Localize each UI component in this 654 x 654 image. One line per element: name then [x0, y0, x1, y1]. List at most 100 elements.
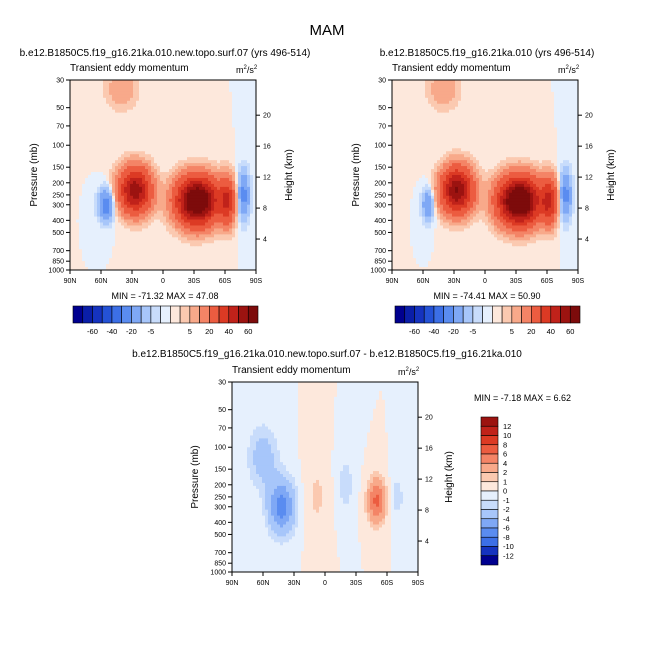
contour-cell — [452, 97, 456, 102]
contour-cell — [166, 255, 170, 259]
contour-cell — [187, 157, 191, 161]
contour-cell — [223, 124, 227, 128]
contour-cell — [557, 115, 561, 119]
contour-cell — [479, 112, 483, 117]
contour-cell — [166, 192, 170, 197]
contour-cell — [79, 163, 83, 167]
contour-cell — [109, 192, 113, 197]
contour-cell — [127, 115, 131, 119]
contour-cell — [196, 246, 200, 250]
contour-cell — [253, 85, 257, 90]
contour-cell — [205, 243, 209, 247]
contour-cell — [196, 180, 200, 185]
contour-cell — [70, 237, 74, 241]
contour-cell — [494, 112, 498, 117]
contour-cell — [106, 183, 110, 188]
contour-cell — [509, 94, 513, 99]
contour-cell — [250, 258, 254, 262]
contour-cell — [208, 219, 212, 223]
contour-cell — [166, 163, 170, 167]
contour-cell — [506, 112, 510, 117]
contour-cell — [494, 82, 498, 87]
contour-cell — [250, 127, 254, 131]
contour-cell — [485, 88, 489, 93]
contour-cell — [250, 112, 254, 117]
contour-cell — [154, 109, 158, 114]
contour-cell — [184, 249, 188, 253]
contour-cell — [238, 246, 242, 250]
contour-cell — [73, 195, 77, 200]
contour-cell — [473, 109, 477, 114]
contour-cell — [73, 172, 77, 176]
contour-cell — [202, 151, 206, 155]
contour-cell — [142, 258, 146, 262]
contour-cell — [244, 91, 248, 96]
contour-cell — [455, 82, 459, 87]
contour-cell — [232, 136, 236, 140]
contour-cell — [214, 106, 218, 111]
contour-cell — [82, 88, 86, 93]
contour-cell — [145, 243, 149, 247]
contour-cell — [157, 94, 161, 99]
contour-cell — [127, 201, 131, 206]
contour-cell — [130, 145, 134, 149]
contour-cell — [175, 166, 179, 170]
contour-cell — [76, 267, 80, 271]
contour-cell — [136, 201, 140, 206]
contour-cell — [148, 172, 152, 176]
contour-cell — [220, 267, 224, 271]
contour-cell — [238, 106, 242, 111]
contour-cell — [178, 222, 182, 226]
contour-cell — [133, 82, 137, 87]
contour-cell — [133, 240, 137, 244]
contour-cell — [169, 175, 173, 179]
contour-cell — [94, 225, 98, 229]
contour-cell — [100, 228, 104, 232]
contour-cell — [455, 121, 459, 125]
contour-cell — [229, 97, 233, 102]
contour-cell — [82, 82, 86, 87]
contour-cell — [76, 133, 80, 137]
contour-cell — [160, 195, 164, 200]
contour-cell — [253, 94, 257, 99]
contour-cell — [235, 234, 239, 238]
contour-cell — [115, 148, 119, 152]
contour-cell — [214, 94, 218, 99]
contour-cell — [392, 118, 396, 122]
contour-cell — [533, 94, 537, 99]
contour-cell — [157, 88, 161, 93]
contour-cell — [79, 121, 83, 125]
contour-cell — [169, 246, 173, 250]
contour-cell — [100, 225, 104, 229]
contour-cell — [214, 243, 218, 247]
contour-cell — [452, 124, 456, 128]
contour-cell — [157, 151, 161, 155]
contour-cell — [569, 118, 573, 122]
contour-cell — [208, 207, 212, 212]
contour-cell — [410, 91, 414, 96]
contour-cell — [196, 252, 200, 256]
contour-cell — [136, 219, 140, 223]
contour-cell — [73, 249, 77, 253]
contour-cell — [79, 169, 83, 173]
contour-cell — [398, 82, 402, 87]
contour-cell — [112, 130, 116, 134]
contour-cell — [217, 192, 221, 197]
contour-cell — [136, 148, 140, 152]
contour-cell — [142, 186, 146, 191]
contour-cell — [232, 160, 236, 164]
contour-cell — [217, 219, 221, 223]
contour-cell — [196, 213, 200, 217]
contour-cell — [404, 103, 408, 108]
contour-cell — [506, 118, 510, 122]
contour-cell — [139, 204, 143, 209]
contour-cell — [169, 82, 173, 87]
contour-cell — [160, 252, 164, 256]
contour-cell — [223, 258, 227, 262]
contour-cell — [247, 267, 251, 271]
contour-cell — [76, 243, 80, 247]
contour-cell — [554, 106, 558, 111]
contour-cell — [202, 261, 206, 265]
contour-cell — [121, 264, 125, 268]
contour-cell — [530, 100, 534, 105]
